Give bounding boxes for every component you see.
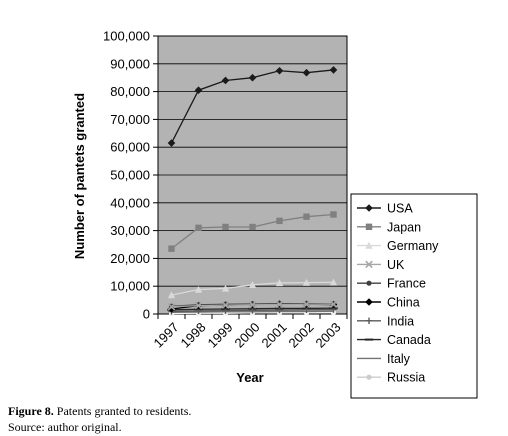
data-point-japan [330,211,337,218]
legend-marker [365,260,373,269]
legend-item-usa: USA [357,202,413,216]
legend-label: Germany [387,239,439,253]
series-layer [167,66,338,317]
legend-item-japan: Japan [357,220,421,234]
data-point-usa [275,66,284,75]
data-point-japan [222,223,229,231]
y-tick-label: 60,000 [110,140,150,155]
data-point-germany [302,278,311,286]
x-tick-label: 2001 [259,320,290,351]
legend-marker [366,280,372,286]
gridlines [158,63,347,287]
y-tick-label: 80,000 [110,84,150,99]
data-point-uk [167,303,176,311]
data-point-usa [248,73,257,82]
data-point-usa [167,139,176,147]
figure-label: Figure 8. [8,404,54,418]
legend-item-canada: Canada [357,333,431,347]
legend-label: Japan [387,220,421,234]
data-point-germany [275,279,284,287]
legend-item-uk: UK [357,258,405,272]
plot-area [157,35,348,315]
data-point-germany [167,291,176,299]
y-tick-label: 40,000 [110,195,150,210]
y-tick-label: 100,000 [103,29,150,44]
legend: USA Japan Germany UK France China India Canada I… [350,193,478,399]
y-tick-label: 20,000 [110,251,150,266]
legend-marker [365,317,373,324]
data-point-germany [194,285,203,293]
x-axis-title: Year [236,370,263,385]
data-point-uk [248,301,257,309]
legend-marker [365,298,373,306]
data-point-japan [195,224,202,232]
legend-label: Russia [387,371,425,385]
legend-label: France [387,277,426,291]
x-tick-label: 2000 [232,320,263,351]
data-point-japan [303,213,310,220]
x-tick-label: 1997 [151,320,182,351]
legend-marker [365,241,373,249]
x-tick-label: 2002 [286,320,317,351]
y-tick-label: 70,000 [110,112,150,127]
x-tick-label: 2003 [313,320,344,351]
legend-marker [366,374,372,380]
legend-marker [365,204,373,212]
data-point-uk [275,300,284,309]
y-axis-title: Number of pantets granted [72,93,87,259]
series-germany [167,278,338,299]
legend-label: Canada [387,333,431,347]
data-point-japan [249,223,256,231]
y-tick-label: 10,000 [110,279,150,294]
legend-label: China [387,296,420,310]
legend-item-china: China [357,296,420,310]
y-tick-label: 0 [143,307,150,322]
data-point-uk [221,301,230,309]
data-point-uk [302,300,311,309]
y-tick-label: 50,000 [110,168,150,183]
data-point-japan [276,217,283,225]
series-japan [168,211,337,252]
data-point-japan [168,245,175,252]
x-tick-label: 1999 [205,320,236,351]
series-usa [167,66,338,147]
data-point-germany [248,281,257,289]
series-uk [167,300,338,311]
figure-caption: Figure 8. Patents granted to residents. [8,404,191,419]
data-point-germany [329,278,338,286]
data-point-india [276,306,283,314]
x-tick-label: 1998 [178,320,209,351]
data-point-usa [329,66,338,74]
legend-item-germany: Germany [357,239,439,253]
legend-item-italy: Italy [357,352,411,366]
data-point-germany [221,284,230,292]
legend-label: USA [387,202,413,216]
legend-item-russia: Russia [357,371,425,385]
legend-label: Italy [387,352,411,366]
legend-item-india: India [357,314,414,328]
legend-marker [365,223,373,230]
data-point-uk [194,301,203,310]
data-point-usa [221,76,230,85]
y-tick-label: 30,000 [110,223,150,238]
data-point-uk [329,300,338,309]
data-point-usa [194,86,203,95]
data-point-usa [302,68,311,77]
figure-source: Source: author original. [8,420,122,434]
legend-label: UK [387,258,405,272]
legend-item-france: France [357,277,426,291]
y-tick-label: 90,000 [110,56,150,71]
legend-label: India [387,314,414,328]
figure-caption-text: Patents granted to residents. [53,404,192,418]
y-axis: 0 10,000 20,000 30,000 40,000 50,000 60,000 70,… [103,29,158,322]
